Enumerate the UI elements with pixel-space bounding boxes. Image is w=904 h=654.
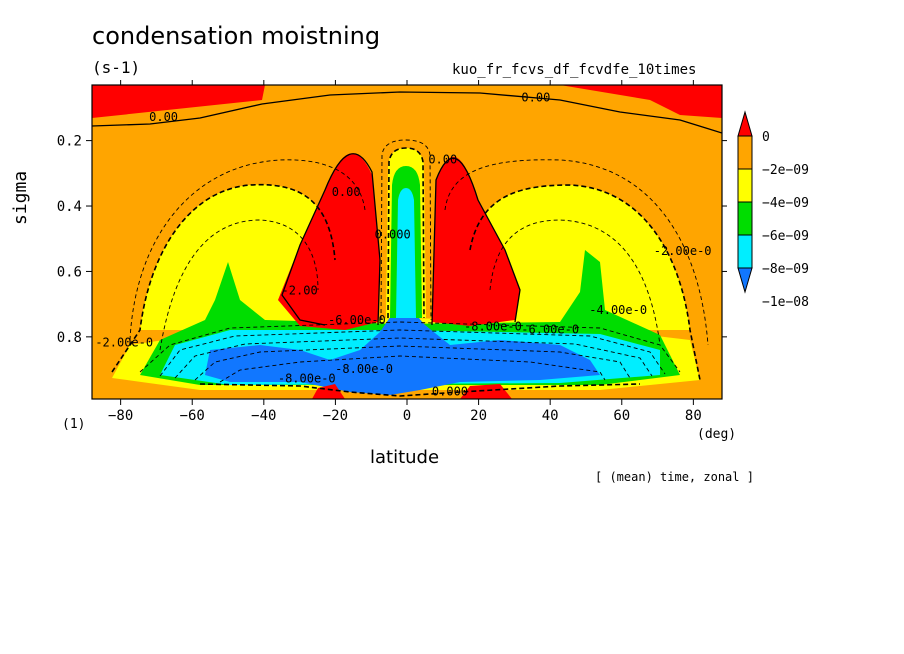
contour-line-column-inner bbox=[387, 147, 425, 319]
units-label: (s-1) bbox=[92, 58, 141, 77]
contour-line-minus2-left bbox=[111, 183, 336, 373]
contour-line-belt-2 bbox=[159, 329, 666, 377]
contour-line-column-outer bbox=[380, 139, 432, 321]
colorbar-segment bbox=[737, 267, 753, 294]
colorbar-segment bbox=[737, 110, 753, 137]
contour-line-dashed-left-outer bbox=[129, 159, 366, 341]
fill-blue-core bbox=[205, 308, 600, 395]
contour-line-zero-right-tower bbox=[431, 157, 521, 326]
colorbar-segment bbox=[737, 234, 753, 269]
fill-red-tower-left bbox=[278, 153, 380, 330]
contour-lines bbox=[92, 91, 722, 397]
fill-red-top-right bbox=[560, 85, 722, 118]
x-tick-label: 60 bbox=[613, 408, 630, 424]
contour-line-minus2-right bbox=[469, 184, 701, 381]
x-tick-label: 80 bbox=[685, 408, 702, 424]
contour-label: -6.00e-0 bbox=[521, 323, 579, 337]
contour-label: -8.00e-0 bbox=[278, 372, 336, 386]
x-tick-label: −40 bbox=[251, 408, 276, 424]
x-tick-label: −80 bbox=[108, 408, 133, 424]
contour-line-belt-4 bbox=[194, 345, 631, 381]
contour-label: 0.000 bbox=[375, 228, 411, 242]
colorbar-label: 0 bbox=[762, 130, 770, 145]
contour-line-dashed-right-inner bbox=[489, 219, 661, 346]
x-tick-label: 40 bbox=[542, 408, 559, 424]
averaging-note: [ (mean) time, zonal ] bbox=[595, 470, 754, 484]
x-tick-label: −20 bbox=[323, 408, 348, 424]
contour-label: 0.00 bbox=[149, 110, 178, 124]
contour-label: -4.00e-0 bbox=[589, 303, 647, 317]
colorbar-segment bbox=[737, 201, 753, 236]
x-axis-unit: (deg) bbox=[697, 427, 737, 442]
y-tick-label: 0.8 bbox=[57, 330, 82, 346]
contour-label: -2.00e-0 bbox=[95, 336, 153, 350]
y-tick-label: 0.6 bbox=[57, 264, 82, 280]
colorbar-label: −8e−09 bbox=[762, 262, 809, 277]
colorbar-label: −6e−09 bbox=[762, 229, 809, 244]
contour-label: -8.00e-0 bbox=[464, 319, 522, 333]
contour-label: 0.00 bbox=[332, 185, 361, 199]
y-tick-label: 0.4 bbox=[57, 199, 82, 215]
contour-line-dashed-right-outer bbox=[444, 159, 709, 346]
fill-yellow-right-lobe bbox=[470, 185, 690, 330]
run-label: kuo_fr_fcvs_df_fcvdfe_10times bbox=[452, 62, 697, 78]
colorbar-label: −2e−09 bbox=[762, 163, 809, 178]
contour-line-belt-1 bbox=[139, 321, 681, 373]
x-tick-label: 20 bbox=[470, 408, 487, 424]
contour-labels: 0.00 0.00 0.00 0.00 -2.00e-0 -2.00e-0 -4.00e-0… bbox=[95, 90, 711, 398]
x-tick-label: 0 bbox=[403, 408, 411, 424]
contour-label: -2.00e-0 bbox=[654, 244, 712, 258]
contour-line-belt-5 bbox=[219, 355, 606, 383]
colorbar-label: −4e−09 bbox=[762, 196, 809, 211]
chart-title: condensation moistning bbox=[92, 22, 381, 50]
contour-line-dashed-left-inner bbox=[159, 219, 319, 351]
contour-line-zero-top bbox=[92, 91, 722, 134]
contour-label: 0.000 bbox=[432, 385, 468, 399]
colorbar-label: −1e−08 bbox=[762, 295, 809, 310]
x-axis-label: latitude bbox=[370, 447, 440, 468]
contour-label: -2.00 bbox=[282, 283, 318, 297]
contour-line-near-surface bbox=[199, 383, 641, 397]
axes: −80 −60 −40 −20 0 20 40 60 80 0.2 0.4 0.6 0.8 bbox=[57, 80, 727, 424]
colorbar-segment bbox=[737, 135, 753, 170]
fill-red-tower-right bbox=[432, 156, 520, 326]
colorbar: 0 −2e−09 −4e−09 −6e−09 −8e−09 −1e−08 bbox=[737, 110, 809, 310]
contour-line-zero-left-tower bbox=[281, 153, 381, 326]
colorbar-segment bbox=[737, 168, 753, 203]
y-axis-unit: (1) bbox=[62, 417, 86, 432]
y-tick-label: 0.2 bbox=[57, 134, 82, 150]
fill-red-surface-right bbox=[460, 384, 512, 399]
contour-label: -6.00e-0 bbox=[328, 313, 386, 327]
x-tick-label: −60 bbox=[180, 408, 205, 424]
contour-line-belt-3 bbox=[174, 337, 653, 379]
fill-cyan-column bbox=[396, 188, 416, 318]
filled-contours bbox=[92, 85, 722, 399]
contour-label: -8.00e-0 bbox=[335, 362, 393, 376]
contour-label: 0.00 bbox=[428, 153, 457, 167]
fill-red-top-left bbox=[92, 85, 265, 118]
contour-label: 0.00 bbox=[521, 90, 550, 104]
